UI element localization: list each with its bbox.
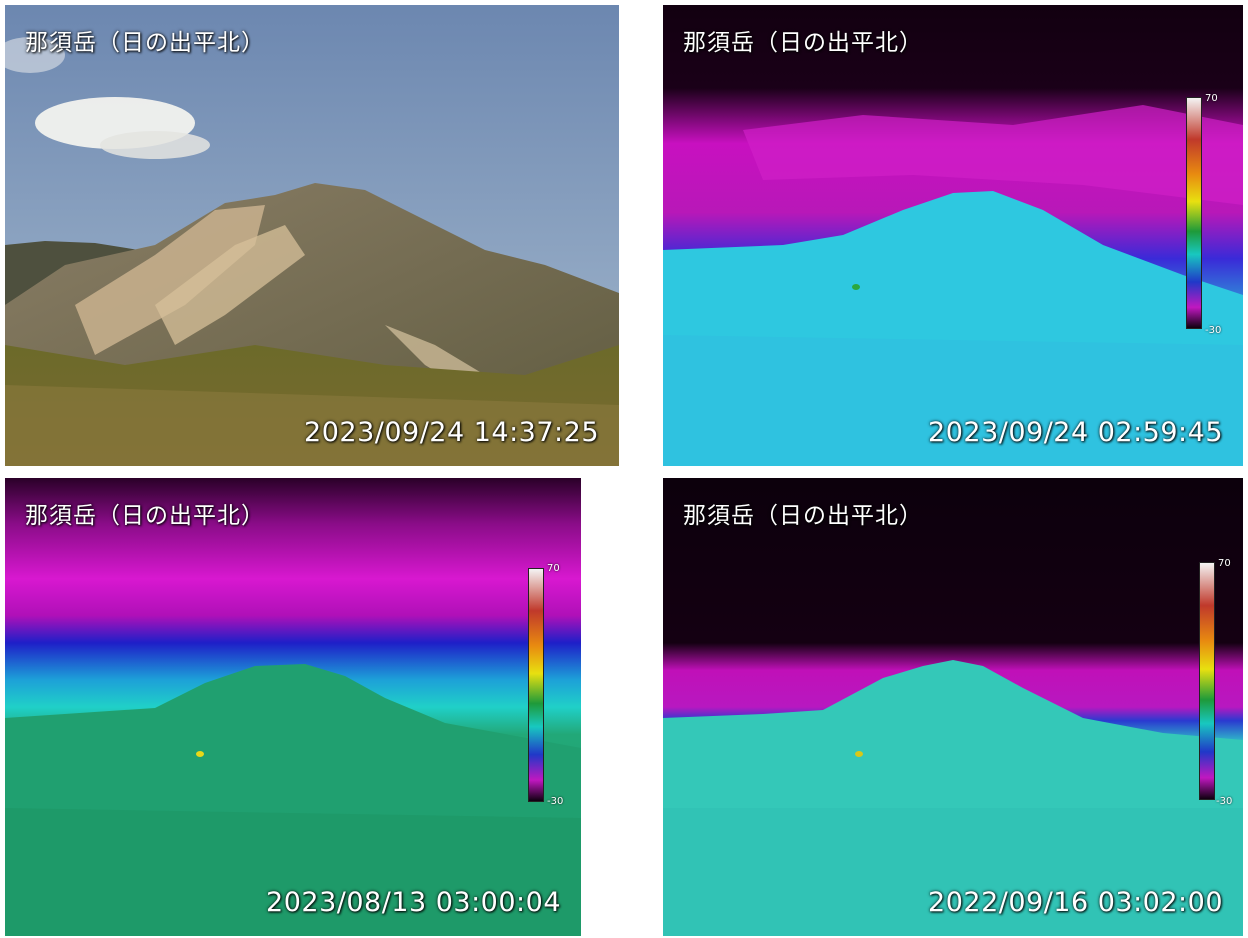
camera-panel-thermal-2: 70 -30 那須岳（日の出平北） 2023/08/13 03:00:04 [5,478,581,936]
scale-min-label: -30 [1205,325,1222,336]
panel-title: 那須岳（日の出平北） [25,503,265,529]
panel-title: 那須岳（日の出平北） [683,30,923,56]
visible-mountain-image [5,5,619,466]
scale-max-label: 70 [1218,558,1231,569]
camera-panel-thermal-1: 70 -30 那須岳（日の出平北） 2023/09/24 02:59:45 [663,5,1243,466]
color-scale-bar [528,568,544,802]
scale-min-label: -30 [1216,796,1233,807]
timestamp: 2023/09/24 02:59:45 [928,417,1223,448]
scale-min-label: -30 [547,796,564,807]
timestamp: 2022/09/16 03:02:00 [928,887,1223,918]
panel-title: 那須岳（日の出平北） [683,503,923,529]
color-scale-bar [1199,562,1215,800]
timestamp: 2023/09/24 14:37:25 [304,417,599,448]
thermal-mountain-image [5,478,581,936]
camera-panel-thermal-3: 70 -30 那須岳（日の出平北） 2022/09/16 03:02:00 [663,478,1243,936]
camera-panel-visible: 那須岳（日の出平北） 2023/09/24 14:37:25 [5,5,619,466]
scale-max-label: 70 [1205,93,1218,104]
panel-title: 那須岳（日の出平北） [25,30,265,56]
scale-max-label: 70 [547,563,560,574]
color-scale-bar [1186,97,1202,329]
timestamp: 2023/08/13 03:00:04 [266,887,561,918]
thermal-mountain-image [663,478,1243,936]
thermal-mountain-image [663,5,1243,466]
